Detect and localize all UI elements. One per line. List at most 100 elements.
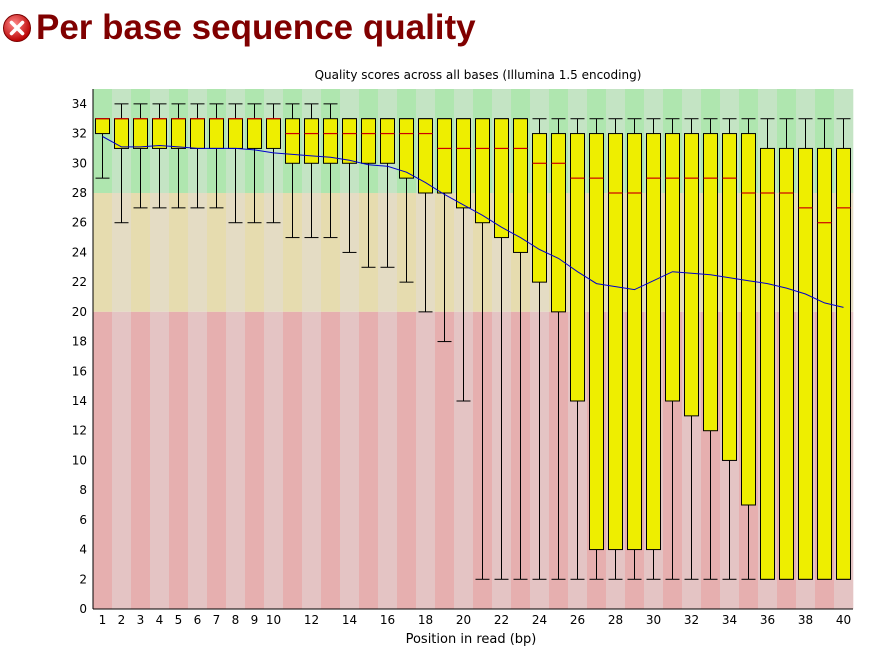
x-tick-label: 20 bbox=[456, 613, 471, 627]
x-tick-label: 3 bbox=[137, 613, 145, 627]
chart-title: Quality scores across all bases (Illumin… bbox=[315, 68, 642, 82]
box-position-5 bbox=[171, 103, 186, 209]
box-position-37 bbox=[779, 118, 794, 580]
box-position-38 bbox=[798, 118, 813, 580]
box-iqr bbox=[494, 118, 509, 239]
fail-icon bbox=[3, 14, 31, 42]
box-iqr bbox=[342, 118, 357, 164]
band-poor bbox=[321, 311, 341, 609]
box-position-9 bbox=[247, 103, 262, 224]
x-tick-label: 30 bbox=[646, 613, 661, 627]
box-iqr bbox=[703, 133, 718, 432]
mean-line-group bbox=[102, 136, 844, 308]
box-position-11 bbox=[285, 103, 300, 239]
box-position-16 bbox=[380, 118, 395, 268]
y-tick-label: 14 bbox=[72, 394, 87, 408]
box-iqr bbox=[361, 118, 376, 164]
band-poor bbox=[188, 311, 208, 609]
band-poor bbox=[226, 311, 246, 609]
y-tick-label: 28 bbox=[72, 186, 87, 200]
y-tick-label: 8 bbox=[79, 483, 87, 497]
box-iqr bbox=[817, 147, 832, 580]
box-iqr bbox=[95, 118, 110, 135]
box-iqr bbox=[418, 118, 433, 194]
box-iqr bbox=[798, 147, 813, 580]
box-position-3 bbox=[133, 103, 148, 209]
box-position-1 bbox=[95, 118, 110, 179]
band-reasonable bbox=[321, 193, 341, 312]
box-iqr bbox=[171, 118, 186, 149]
y-tick-label: 24 bbox=[72, 245, 87, 259]
x-tick-label: 1 bbox=[99, 613, 107, 627]
y-tick-label: 12 bbox=[72, 424, 87, 438]
box-iqr bbox=[285, 118, 300, 164]
box-position-32 bbox=[684, 118, 699, 580]
box-iqr bbox=[475, 118, 490, 224]
x-axis-label: Position in read (bp) bbox=[406, 632, 537, 647]
box-iqr bbox=[190, 118, 205, 149]
box-iqr bbox=[665, 133, 680, 402]
band-poor bbox=[378, 311, 398, 609]
y-tick-label: 16 bbox=[72, 364, 87, 378]
band-reasonable bbox=[131, 193, 151, 312]
box-iqr bbox=[437, 118, 452, 194]
x-tick-label: 2 bbox=[118, 613, 126, 627]
x-tick-label: 38 bbox=[798, 613, 813, 627]
box-iqr bbox=[532, 133, 547, 283]
band-poor bbox=[150, 311, 170, 609]
band-poor bbox=[340, 311, 360, 609]
y-tick-label: 18 bbox=[72, 335, 87, 349]
box-iqr bbox=[779, 147, 794, 580]
box-position-4 bbox=[152, 103, 167, 209]
x-tick-label: 32 bbox=[684, 613, 699, 627]
x-tick-label: 5 bbox=[175, 613, 183, 627]
x-tick-label: 36 bbox=[760, 613, 775, 627]
band-reasonable bbox=[93, 193, 113, 312]
page-header: Per base sequence quality bbox=[2, 6, 476, 50]
x-tick-label: 16 bbox=[380, 613, 395, 627]
box-iqr bbox=[380, 118, 395, 164]
x-tick-label: 26 bbox=[570, 613, 585, 627]
box-iqr bbox=[551, 133, 566, 313]
band-poor bbox=[264, 311, 284, 609]
x-tick-label: 7 bbox=[213, 613, 221, 627]
box-position-25 bbox=[551, 118, 566, 580]
box-position-29 bbox=[627, 118, 642, 580]
boxes bbox=[95, 103, 851, 580]
band-reasonable bbox=[150, 193, 170, 312]
x-tick-label: 10 bbox=[266, 613, 281, 627]
box-position-27 bbox=[589, 118, 604, 580]
box-iqr bbox=[589, 133, 604, 551]
band-poor bbox=[112, 311, 132, 609]
box-position-15 bbox=[361, 118, 376, 268]
band-poor bbox=[435, 311, 455, 609]
band-reasonable bbox=[188, 193, 208, 312]
band-poor bbox=[93, 311, 113, 609]
box-iqr bbox=[304, 118, 319, 164]
box-iqr bbox=[513, 118, 528, 253]
box-iqr bbox=[836, 147, 851, 580]
y-tick-label: 4 bbox=[79, 543, 87, 557]
band-poor bbox=[454, 311, 474, 609]
y-tick-label: 34 bbox=[72, 97, 87, 111]
box-iqr bbox=[760, 147, 775, 580]
box-iqr bbox=[247, 118, 262, 149]
box-position-24 bbox=[532, 118, 547, 580]
box-position-8 bbox=[228, 103, 243, 224]
y-tick-label: 2 bbox=[79, 572, 87, 586]
band-poor bbox=[302, 311, 322, 609]
box-position-6 bbox=[190, 103, 205, 209]
band-poor bbox=[359, 311, 379, 609]
x-tick-label: 24 bbox=[532, 613, 547, 627]
box-iqr bbox=[323, 118, 338, 164]
quality-bands bbox=[93, 89, 854, 609]
band-reasonable bbox=[283, 193, 303, 312]
box-iqr bbox=[646, 133, 661, 551]
x-tick-label: 40 bbox=[836, 613, 851, 627]
x-tick-label: 34 bbox=[722, 613, 737, 627]
band-poor bbox=[207, 311, 227, 609]
band-poor bbox=[245, 311, 265, 609]
band-poor bbox=[169, 311, 189, 609]
